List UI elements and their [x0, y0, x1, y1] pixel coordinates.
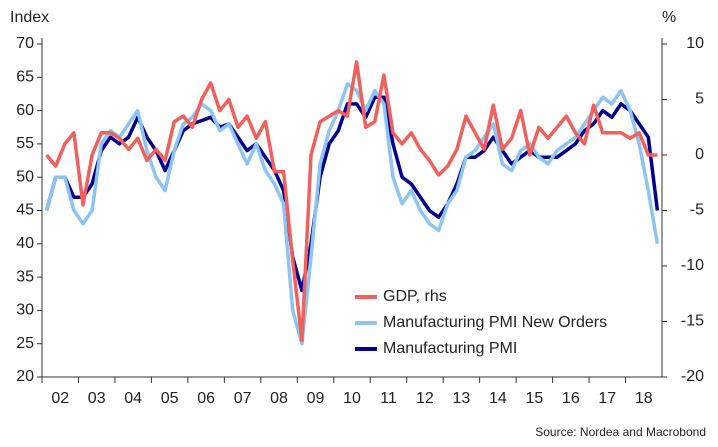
x-tick-label: 08: [270, 390, 288, 407]
y2-tick-label: 0: [695, 146, 704, 163]
series-line: [44, 82, 660, 346]
x-tick-label: 17: [598, 390, 616, 407]
x-tick-label: 06: [197, 390, 215, 407]
y-tick-label: 30: [16, 302, 34, 319]
legend-label: GDP, rhs: [383, 288, 447, 305]
x-tick-label: 10: [343, 390, 361, 407]
y-tick-label: 45: [16, 202, 34, 219]
x-tick-label: 02: [51, 390, 69, 407]
y2-tick-label: 10: [686, 35, 704, 52]
y2-tick-label: -20: [681, 368, 704, 385]
x-tick-label: 18: [635, 390, 653, 407]
series-line: [44, 95, 660, 293]
x-tick-label: 14: [489, 390, 507, 407]
y2-tick-label: -10: [681, 257, 704, 274]
x-tick-label: 05: [161, 390, 179, 407]
x-tick-label: 13: [453, 390, 471, 407]
y-tick-label: 25: [16, 335, 34, 352]
y-axis-title: Index: [10, 9, 49, 26]
y-tick-label: 65: [16, 69, 34, 86]
source-note: Source: Nordea and Macrobond: [535, 425, 706, 439]
x-tick-label: 15: [525, 390, 543, 407]
x-tick-label: 03: [88, 390, 106, 407]
legend-label: Manufacturing PMI New Orders: [383, 314, 607, 331]
x-tick-label: 09: [307, 390, 325, 407]
x-tick-label: 16: [562, 390, 580, 407]
y2-axis-title: %: [662, 9, 676, 26]
y-tick-label: 50: [16, 168, 34, 185]
x-tick-label: 12: [416, 390, 434, 407]
x-tick-label: 11: [380, 390, 397, 407]
y-tick-label: 35: [16, 268, 34, 285]
y-tick-label: 60: [16, 102, 34, 119]
y-tick-label: 40: [16, 235, 34, 252]
series-line: [45, 60, 658, 343]
y2-tick-label: -5: [690, 202, 704, 219]
y2-tick-label: -15: [681, 313, 704, 330]
legend-label: Manufacturing PMI: [383, 340, 517, 357]
y-tick-label: 70: [16, 35, 34, 52]
x-tick-label: 07: [234, 390, 252, 407]
x-tick-label: 04: [124, 390, 142, 407]
y2-tick-label: 5: [695, 91, 704, 108]
y-tick-label: 55: [16, 135, 34, 152]
y-tick-label: 20: [16, 368, 34, 385]
